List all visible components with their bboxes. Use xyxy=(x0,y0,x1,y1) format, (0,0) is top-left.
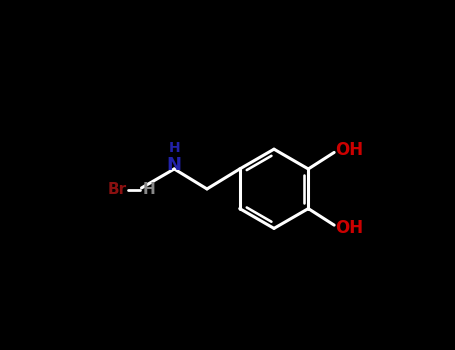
Text: OH: OH xyxy=(335,219,364,237)
Text: H: H xyxy=(168,141,180,155)
Text: OH: OH xyxy=(335,141,364,159)
Text: N: N xyxy=(167,156,182,174)
Text: H: H xyxy=(142,182,155,197)
Text: Br: Br xyxy=(107,182,127,197)
